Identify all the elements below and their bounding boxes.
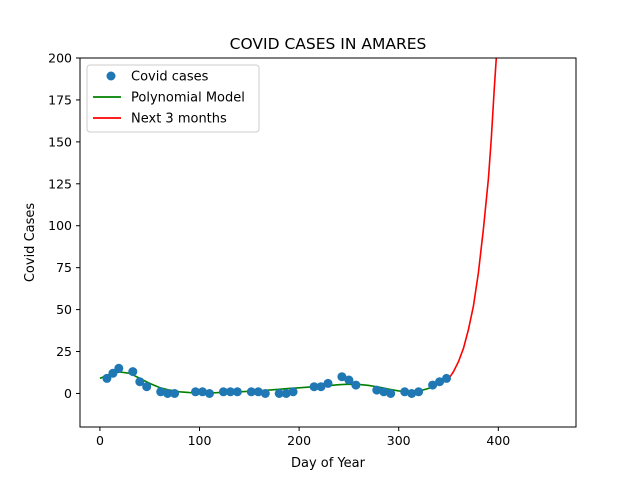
- data-point: [379, 387, 389, 397]
- legend-label: Covid cases: [131, 70, 209, 85]
- data-point: [435, 377, 445, 387]
- data-point: [344, 375, 354, 385]
- legend-label: Polynomial Model: [131, 91, 245, 106]
- x-tick-label: 200: [287, 433, 311, 448]
- data-point: [414, 387, 424, 397]
- data-point: [156, 387, 166, 397]
- y-tick-label: 50: [56, 302, 72, 317]
- data-point: [260, 389, 270, 398]
- y-tick-label: 150: [48, 134, 72, 149]
- legend-box: [86, 64, 260, 133]
- data-point: [246, 387, 256, 397]
- data-point: [135, 377, 145, 387]
- data-point: [400, 387, 410, 397]
- data-point: [442, 373, 451, 383]
- y-tick-label: 125: [48, 176, 72, 191]
- data-point: [281, 389, 291, 398]
- data-point: [372, 385, 382, 395]
- data-point: [128, 367, 138, 377]
- x-tick-label: 300: [387, 433, 411, 448]
- data-point: [323, 378, 333, 388]
- data-point: [142, 382, 152, 392]
- data-point: [191, 387, 200, 397]
- data-point: [198, 387, 207, 397]
- data-point: [108, 368, 118, 378]
- legend-marker: [106, 71, 116, 81]
- x-axis-label: Day of Year: [291, 456, 366, 471]
- data-point: [114, 363, 124, 373]
- y-tick-label: 100: [48, 218, 72, 233]
- y-tick-label: 175: [48, 92, 72, 107]
- data-point: [218, 387, 228, 397]
- data-point: [337, 372, 347, 382]
- y-tick-label: 75: [56, 260, 72, 275]
- x-tick-label: 400: [486, 433, 510, 448]
- chart-title: COVID CASES IN AMARES: [230, 35, 427, 53]
- y-axis-label: Covid Cases: [23, 203, 38, 283]
- legend-label: Next 3 months: [131, 112, 227, 127]
- data-point: [102, 373, 112, 383]
- data-point: [225, 387, 235, 397]
- data-point: [170, 389, 180, 398]
- series-line-polynomial-model: [99, 371, 449, 394]
- data-point: [309, 382, 319, 392]
- y-tick-label: 0: [64, 386, 72, 401]
- y-tick-label: 200: [48, 51, 72, 66]
- data-point: [428, 380, 438, 390]
- x-tick-label: 100: [188, 433, 212, 448]
- data-point: [316, 382, 326, 392]
- plot-frame: [79, 57, 577, 428]
- data-point: [163, 389, 173, 398]
- x-tick-label: 0: [96, 433, 104, 448]
- data-point: [274, 389, 284, 398]
- series-line-next-3-months: [447, 58, 498, 380]
- plot-series: [99, 58, 498, 398]
- y-tick-label: 25: [56, 344, 72, 359]
- data-point: [232, 387, 242, 397]
- data-point: [288, 387, 298, 397]
- legend: Covid cases Polynomial Model Next 3 months: [86, 64, 260, 133]
- data-point: [386, 389, 396, 398]
- data-point: [253, 387, 263, 397]
- data-point: [407, 389, 417, 398]
- data-point: [205, 389, 214, 398]
- data-point: [351, 380, 361, 390]
- axis-ticks: 0 100 200 300 400 0 25 50 75 100 125 150 175 200: [48, 51, 510, 449]
